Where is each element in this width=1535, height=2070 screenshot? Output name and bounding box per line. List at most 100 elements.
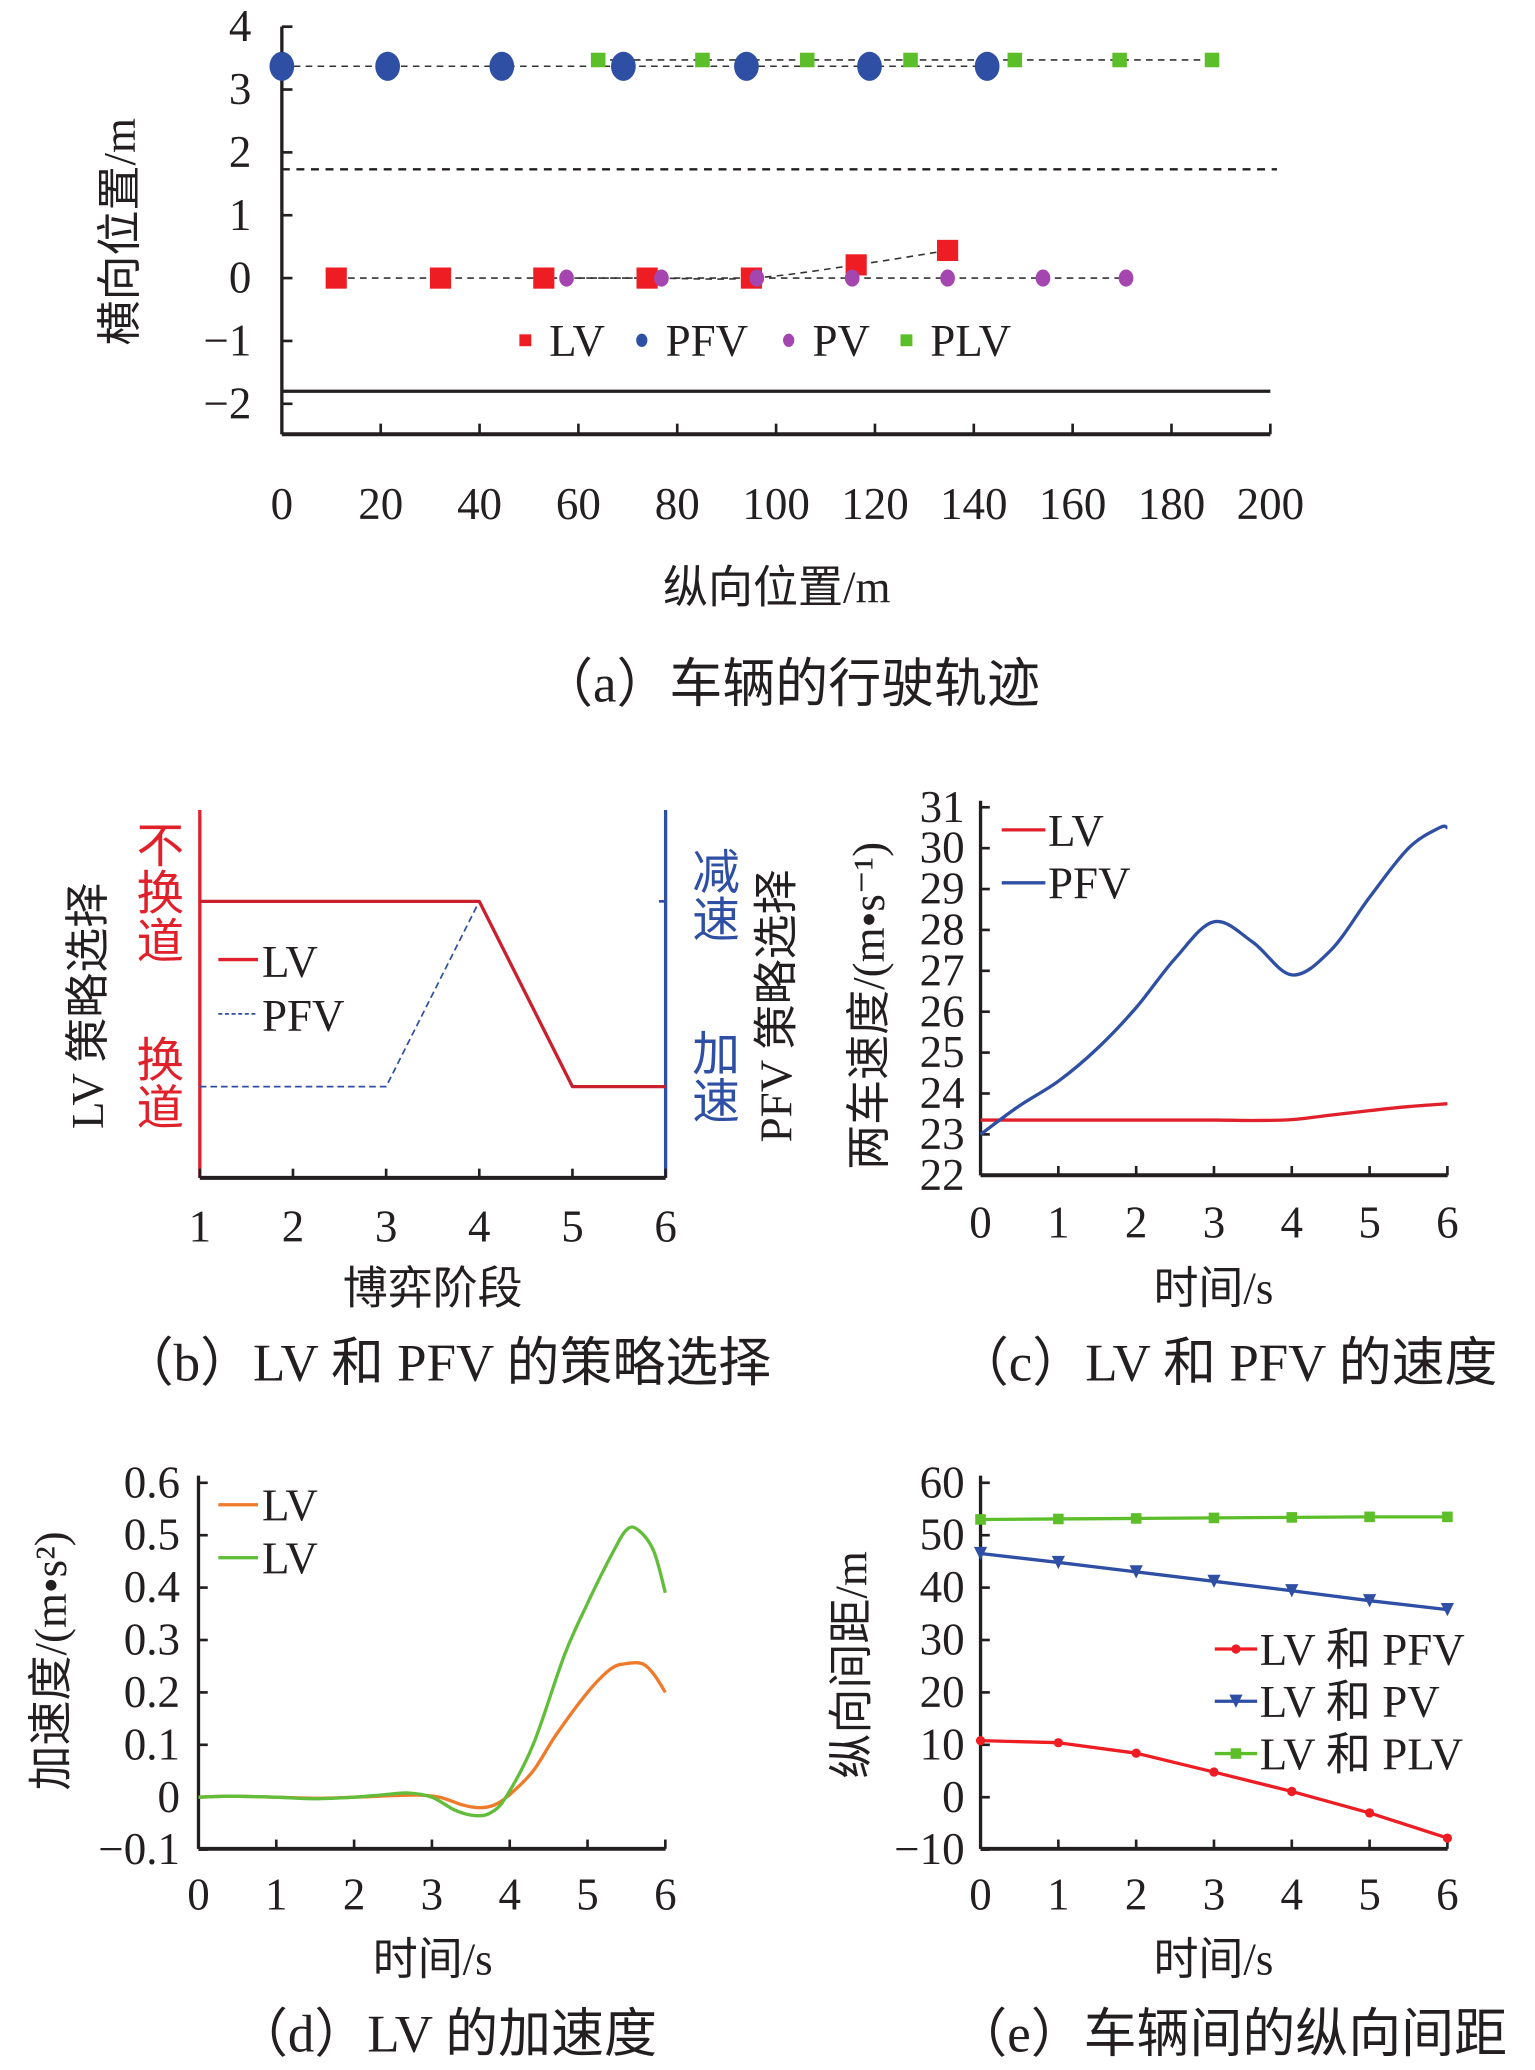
- chart-c-caption: （c）LV 和 PFV 的速度: [956, 1334, 1498, 1392]
- point-pv: [559, 269, 574, 287]
- series-lv-pv-point: [1051, 1555, 1065, 1570]
- b-x-tick-label: 1: [189, 1201, 211, 1251]
- legend-label-lv-pv: LV 和 PV: [1260, 1677, 1440, 1727]
- series-lv-line: [199, 899, 666, 1089]
- point-pv: [1118, 269, 1134, 287]
- series-lv-plv-point: [1208, 1512, 1220, 1524]
- c-x-tick-label: 1: [1047, 1197, 1070, 1247]
- point-pfv: [611, 51, 636, 81]
- e-y-tick-label: 0: [942, 1772, 964, 1822]
- legend-label-lv-1: LV: [262, 1481, 318, 1531]
- legend-label-lv-plv: LV 和 PLV: [1260, 1729, 1463, 1779]
- point-lv: [325, 267, 347, 289]
- legend-marker-pv: [783, 333, 795, 347]
- point-pv: [1035, 269, 1051, 287]
- chart-b-ylabel-right: PFV 策略选择: [751, 869, 801, 1142]
- b-x-tick-label: 5: [561, 1201, 584, 1251]
- chart-e: 纵向间距/m 时间/s （e）车辆间的纵向间距 0 1 2 3 4 5 6−10010203…: [827, 1457, 1507, 2063]
- legend-marker-plv: [900, 334, 913, 347]
- a-x-tick-label: 100: [742, 479, 809, 529]
- chart-b-caption: （b）LV 和 PFV 的策略选择: [121, 1334, 771, 1392]
- point-pfv: [489, 51, 515, 81]
- series-lv-plv-point: [1286, 1512, 1298, 1523]
- c-x-tick-label: 4: [1281, 1197, 1304, 1247]
- point-pv: [940, 269, 955, 287]
- point-pv: [749, 269, 765, 287]
- a-x-tick-label: 0: [271, 479, 294, 529]
- d-x-tick-label: 2: [343, 1870, 366, 1920]
- d-y-tick-label: 0.5: [124, 1510, 180, 1560]
- point-plv: [1112, 52, 1127, 68]
- c-y-tick-label: 31: [920, 782, 965, 832]
- e-y-tick-label: 40: [920, 1562, 965, 1612]
- d-y-tick-label: 0: [157, 1772, 180, 1822]
- chart-d-ylabel: 加速度/(m•s²): [26, 1531, 76, 1790]
- lv-level-low: 换道: [129, 1035, 183, 1130]
- point-pfv: [269, 51, 295, 81]
- legend-label-lv-2: LV: [262, 1534, 318, 1584]
- d-y-tick-label: 0.1: [124, 1719, 180, 1769]
- point-plv: [695, 52, 710, 68]
- d-x-tick-label: 6: [654, 1870, 677, 1920]
- c-y-tick-label: 22: [920, 1150, 965, 1200]
- legend-marker-lv-plv: [1230, 1748, 1242, 1759]
- e-x-tick-label: 2: [1125, 1870, 1148, 1920]
- series-lv-pv-point: [1207, 1574, 1221, 1588]
- series-lv-plv-point: [1364, 1511, 1375, 1523]
- c-y-tick-label: 24: [920, 1068, 965, 1118]
- c-x-tick-label: 0: [969, 1197, 992, 1247]
- d-y-tick-label: 0.4: [124, 1562, 180, 1612]
- e-x-tick-label: 6: [1436, 1870, 1459, 1920]
- b-x-tick-label: 3: [375, 1201, 398, 1251]
- legend-marker-lv-pfv: [1231, 1644, 1241, 1654]
- series-lv-pfv-point: [1131, 1748, 1141, 1758]
- legend-label-pfv: PFV: [1048, 859, 1131, 909]
- point-pfv: [974, 51, 1000, 81]
- point-plv: [1204, 52, 1220, 68]
- pfv-level-low: 加速: [685, 1028, 739, 1123]
- series-lv-1-line: [198, 1660, 667, 1810]
- c-y-tick-label: 30: [920, 823, 965, 873]
- a-x-tick-label: 200: [1237, 479, 1304, 529]
- a-x-tick-label: 60: [556, 479, 601, 529]
- chart-b: LV 策略选择 PFV 策略选择 不换道 换道 减速 加速 博弈阶段 （b）LV…: [63, 810, 801, 1392]
- chart-a-ylabel: 横向位置/m: [95, 118, 145, 345]
- series-lv-pfv-point: [1442, 1833, 1453, 1843]
- a-y-tick-label: 2: [229, 127, 252, 177]
- chart-c-ylabel: 两车速度/(m•s⁻¹): [844, 842, 894, 1170]
- e-x-tick-label: 3: [1203, 1870, 1226, 1920]
- point-lv: [533, 267, 555, 289]
- legend-label-pfv: PFV: [666, 316, 749, 366]
- a-x-tick-label: 20: [358, 479, 403, 529]
- e-x-tick-label: 5: [1358, 1870, 1381, 1920]
- series-lv-pv-point: [1440, 1602, 1455, 1617]
- a-x-tick-label: 120: [841, 479, 908, 529]
- point-plv: [799, 52, 815, 68]
- series-lv-pv-point: [1129, 1565, 1143, 1579]
- point-pv: [654, 269, 669, 287]
- series-lv-pv-point: [1285, 1584, 1299, 1598]
- e-y-tick-label: 30: [920, 1615, 965, 1665]
- chart-c-xlabel: 时间/s: [1153, 1264, 1273, 1314]
- d-x-tick-label: 0: [187, 1870, 209, 1920]
- series-lv-pfv-point: [1053, 1738, 1063, 1748]
- legend-label-lv-pfv: LV 和 PFV: [1260, 1625, 1465, 1675]
- a-x-tick-label: 140: [940, 479, 1007, 529]
- legend-label-plv: PLV: [930, 316, 1011, 366]
- b-x-tick-label: 2: [282, 1201, 305, 1251]
- chart-a: 横向位置/m 纵向位置/m （a）车辆的行驶轨迹 0 20 40 60 80 100 120…: [95, 1, 1304, 713]
- c-x-tick-label: 3: [1203, 1197, 1226, 1247]
- chart-b-xlabel: 博弈阶段: [343, 1264, 523, 1314]
- chart-e-caption: （e）车辆间的纵向间距: [954, 2005, 1507, 2063]
- c-x-tick-label: 6: [1436, 1197, 1459, 1247]
- a-y-tick-label: −1: [204, 315, 252, 365]
- a-y-tick-label: −2: [204, 378, 252, 428]
- a-y-tick-label: 4: [229, 1, 252, 51]
- a-x-tick-label: 180: [1138, 479, 1205, 529]
- legend-marker-lv: [519, 334, 532, 347]
- d-x-tick-label: 3: [421, 1870, 444, 1920]
- legend-label-lv: LV: [262, 937, 318, 987]
- legend-marker-lv-pv: [1229, 1694, 1243, 1708]
